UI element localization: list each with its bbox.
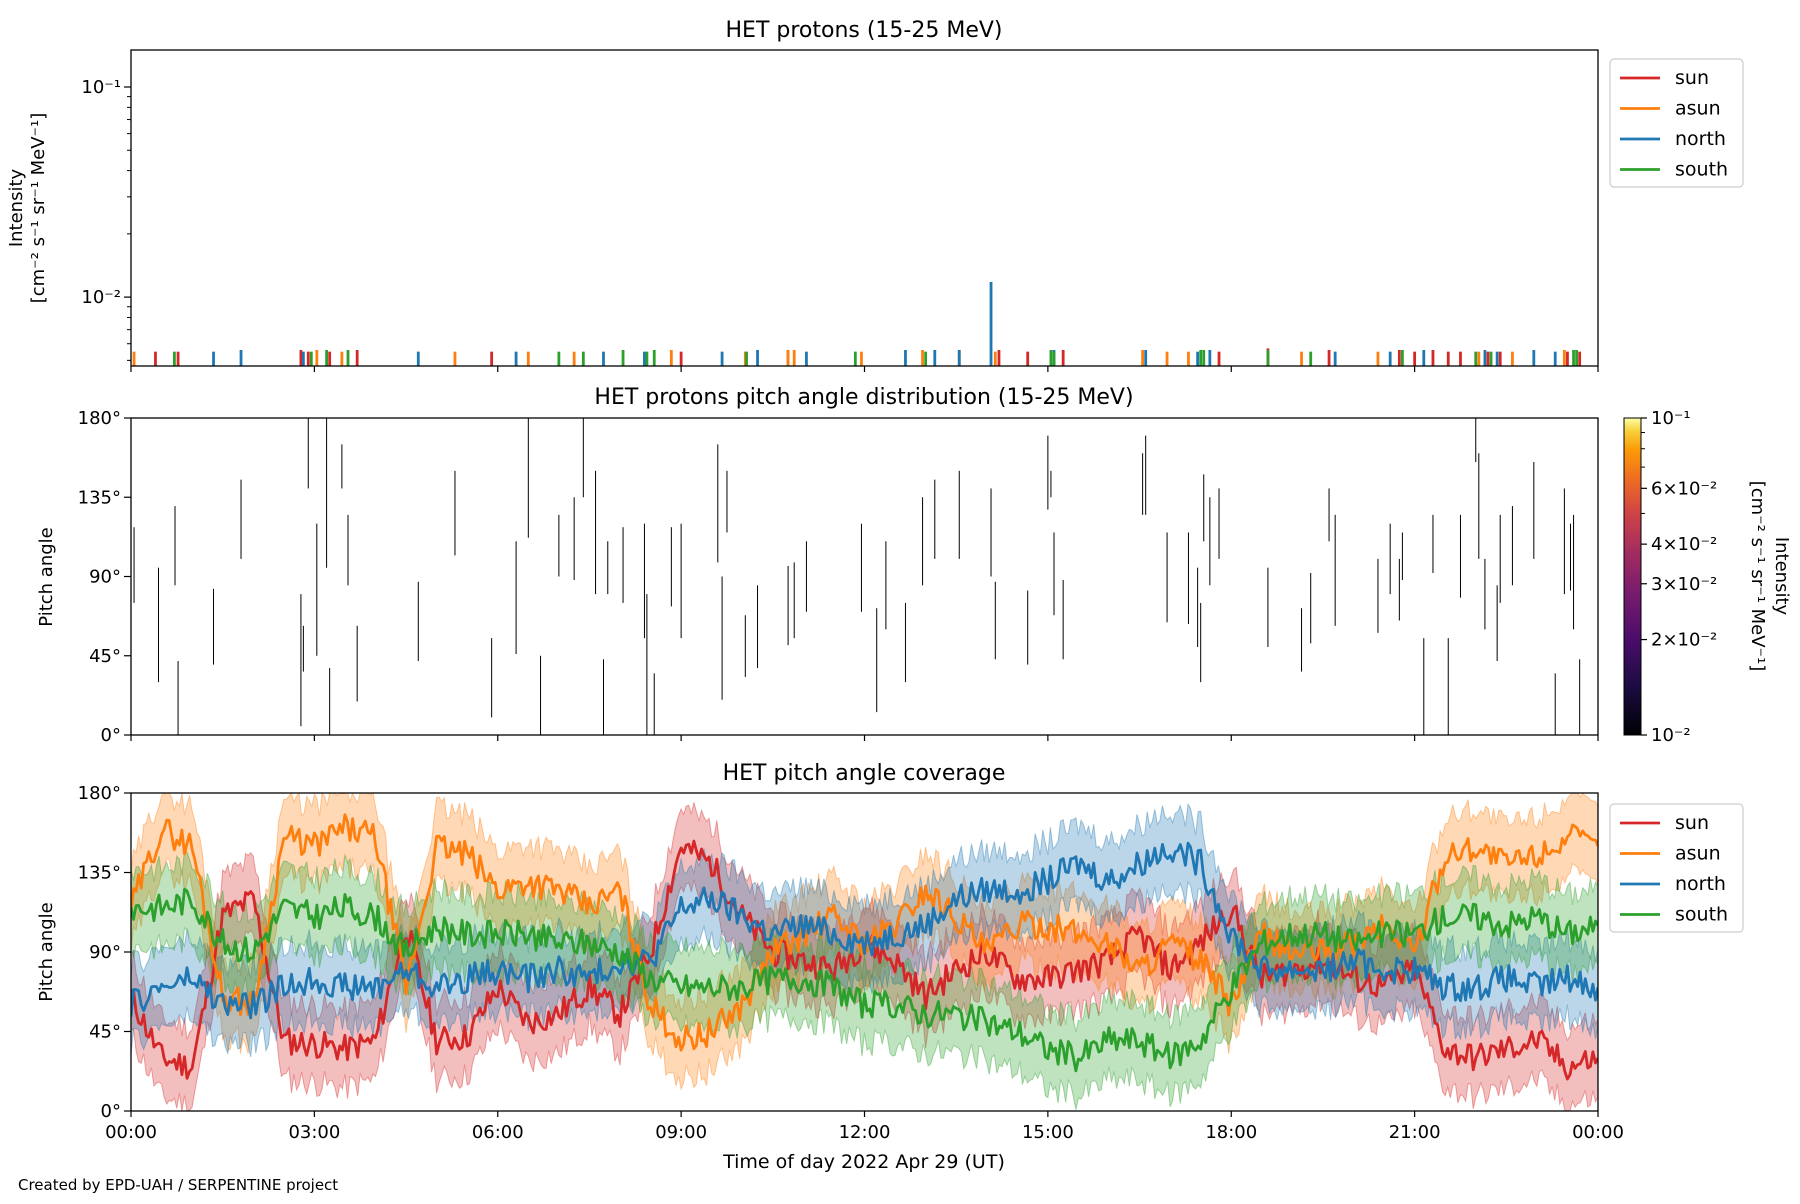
panel3-y-ticks: 0° 45° 90° 135° 180° xyxy=(78,783,131,1122)
coverage-band-south xyxy=(131,849,1598,1110)
colorbar-ticks: 10⁻² 2×10⁻² 3×10⁻² 4×10⁻² 6×10⁻² 10⁻¹ xyxy=(1641,408,1717,746)
x-tick-label: 21:00 xyxy=(1389,1122,1441,1143)
x-tick-label: 18:00 xyxy=(1205,1122,1257,1143)
colorbar-label-line1: Intensity xyxy=(1771,537,1792,616)
coverage-line-north xyxy=(131,841,1598,1020)
colorbar-tick-label: 10⁻² xyxy=(1651,725,1691,746)
y-tick-label: 10⁻² xyxy=(81,287,121,308)
y-tick-label: 135° xyxy=(78,487,121,508)
panel1-ylabel-line2: [cm⁻² s⁻¹ sr⁻¹ MeV⁻¹] xyxy=(28,113,49,304)
panel1-legend: sun asun north south xyxy=(1609,58,1744,188)
panel1-ylabel-line1: Intensity xyxy=(6,168,27,247)
colorbar-label-line2: [cm⁻² s⁻¹ sr⁻¹ MeV⁻¹] xyxy=(1747,481,1768,672)
y-tick-label: 0° xyxy=(101,1101,121,1122)
coverage-band-sun xyxy=(131,802,1598,1111)
legend-label-sun: sun xyxy=(1675,812,1709,834)
colorbar: 10⁻² 2×10⁻² 3×10⁻² 4×10⁻² 6×10⁻² 10⁻¹ Intensi… xyxy=(1623,408,1792,746)
legend-label-north: north xyxy=(1675,128,1726,150)
legend-label-sun: sun xyxy=(1675,67,1709,89)
panel3-ylabel: Pitch angle xyxy=(36,902,57,1001)
y-tick-label: 90° xyxy=(89,942,121,963)
x-axis-label: Time of day 2022 Apr 29 (UT) xyxy=(722,1151,1005,1173)
panel3-marks xyxy=(131,793,1598,1111)
panel2-x-ticks xyxy=(130,735,1599,741)
legend-label-north: north xyxy=(1675,873,1726,895)
x-tick-label: 12:00 xyxy=(839,1122,891,1143)
y-tick-label: 45° xyxy=(89,646,121,667)
x-tick-label: 03:00 xyxy=(288,1122,340,1143)
panel2-marks xyxy=(133,418,1581,735)
y-tick-label: 45° xyxy=(89,1022,121,1043)
x-tick-label: 00:00 xyxy=(1572,1122,1624,1143)
panel3-x-ticks: 00:00 03:00 06:00 09:00 12:00 15:00 18:00 21:00… xyxy=(105,1111,1624,1143)
panel1-x-ticks xyxy=(130,366,1599,372)
x-tick-label: 06:00 xyxy=(472,1122,524,1143)
colorbar-tick-label: 2×10⁻² xyxy=(1651,630,1717,651)
legend-label-south: south xyxy=(1675,904,1728,926)
legend-label-asun: asun xyxy=(1675,98,1721,120)
legend-label-asun: asun xyxy=(1675,843,1721,865)
panel1-title: HET protons (15-25 MeV) xyxy=(726,18,1003,43)
y-tick-label: 135° xyxy=(78,863,121,884)
panel3-legend: sun asun north south xyxy=(1609,803,1744,933)
y-tick-label: 0° xyxy=(101,725,121,746)
panel-pitch-distribution: HET protons pitch angle distribution (15… xyxy=(36,385,1792,746)
legend-box xyxy=(1609,58,1744,188)
credit-text: Created by EPD-UAH / SERPENTINE project xyxy=(18,1176,339,1194)
panel2-y-ticks: 0° 45° 90° 135° 180° xyxy=(78,408,131,746)
x-tick-label: 15:00 xyxy=(1022,1122,1074,1143)
panel2-title: HET protons pitch angle distribution (15… xyxy=(594,385,1133,410)
coverage-line-asun xyxy=(131,813,1598,1052)
y-tick-label: 180° xyxy=(78,783,121,804)
legend-label-south: south xyxy=(1675,159,1728,181)
panel3-title: HET pitch angle coverage xyxy=(723,761,1006,786)
y-tick-label: 90° xyxy=(89,567,121,588)
panel-pitch-coverage: HET pitch angle coverage 0° 45° 90° 135° 180… xyxy=(36,761,1744,1173)
coverage-line-south xyxy=(131,887,1598,1073)
panel1-marks xyxy=(132,282,1582,366)
x-tick-label: 00:00 xyxy=(105,1122,157,1143)
y-tick-label: 10⁻¹ xyxy=(81,77,121,98)
colorbar-tick-label: 10⁻¹ xyxy=(1651,408,1691,429)
x-tick-label: 09:00 xyxy=(655,1122,707,1143)
panel1-frame xyxy=(130,49,1599,367)
colorbar-tick-label: 4×10⁻² xyxy=(1651,534,1717,555)
panel1-y-ticks: 10⁻² 10⁻¹ xyxy=(81,77,131,361)
y-tick-label: 180° xyxy=(78,408,121,429)
panel2-ylabel: Pitch angle xyxy=(36,527,57,626)
colorbar-gradient xyxy=(1623,417,1642,736)
panel-intensity: HET protons (15-25 MeV) 10⁻² 10⁻¹ Intensi… xyxy=(6,18,1744,372)
colorbar-tick-label: 6×10⁻² xyxy=(1651,478,1717,499)
colorbar-tick-label: 3×10⁻² xyxy=(1651,574,1717,595)
legend-box xyxy=(1609,803,1744,933)
